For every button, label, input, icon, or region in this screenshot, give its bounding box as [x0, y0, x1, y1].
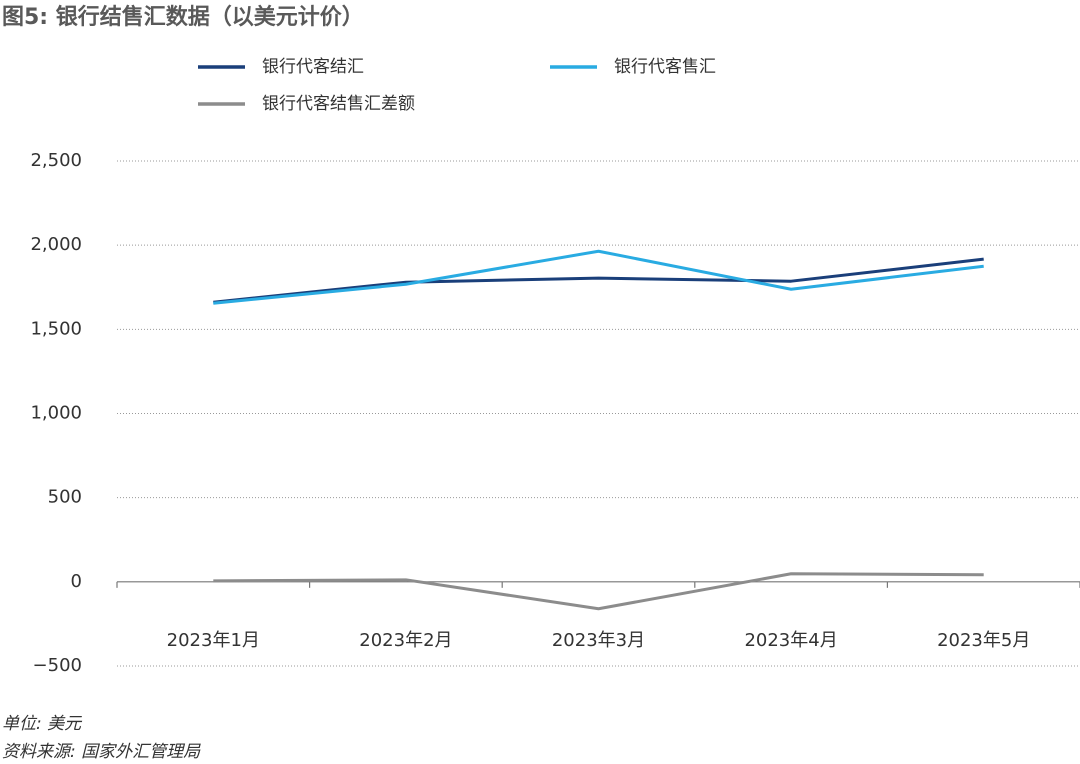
y-tick-label: 2,500: [30, 150, 82, 171]
legend-label: 银行代客结汇: [262, 57, 364, 77]
y-tick-label: 1,000: [30, 403, 82, 424]
y-tick-label: 500: [48, 487, 82, 508]
legend-label: 银行代客售汇: [614, 57, 716, 77]
series-line: [213, 257, 984, 304]
y-tick-label: 1,500: [30, 318, 82, 339]
chart-title: 图5: 银行结售汇数据（以美元计价）: [2, 4, 364, 30]
y-tick-label: 2,000: [30, 234, 82, 255]
legend-label: 银行代客结售汇差额: [262, 94, 415, 114]
x-tick-label: 2023年3月: [552, 630, 645, 651]
x-tick-label: 2023年4月: [744, 630, 837, 651]
series-line: [213, 249, 984, 305]
unit-note: 单位: 美元: [2, 714, 83, 734]
x-tick-label: 2023年5月: [937, 630, 1030, 651]
series-line: [213, 572, 984, 611]
x-tick-label: 2023年1月: [167, 630, 260, 651]
x-tick-label: 2023年2月: [359, 630, 452, 651]
y-tick-label: −500: [33, 655, 82, 676]
source-note: 资料来源: 国家外汇管理局: [2, 742, 201, 762]
y-tick-label: 0: [71, 571, 82, 592]
